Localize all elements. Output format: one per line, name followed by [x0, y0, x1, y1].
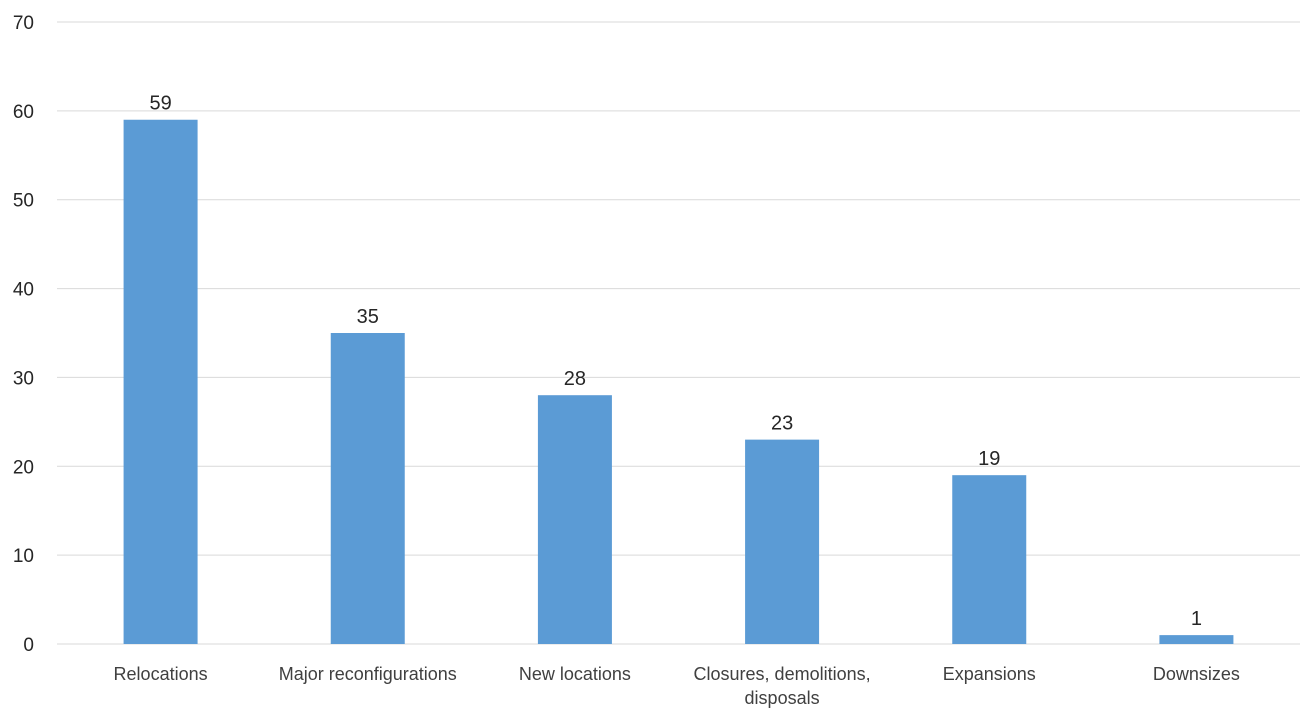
category-label: Expansions: [943, 664, 1036, 684]
x-axis-category-labels: Relocations Major reconfigurations New loc…: [114, 664, 1240, 708]
y-tick-label: 10: [13, 546, 34, 567]
bar: [330, 333, 405, 644]
data-label: 23: [771, 413, 793, 435]
y-tick-label: 30: [13, 368, 34, 389]
category-label: New locations: [519, 664, 631, 684]
bar: [537, 395, 612, 644]
category-label: Major reconfigurations: [279, 664, 457, 684]
data-label: 59: [149, 93, 171, 115]
y-axis-tick-labels: 0 10 20 30 40 50 60 70: [13, 13, 34, 656]
y-tick-label: 70: [13, 13, 34, 34]
data-label: 28: [564, 368, 586, 390]
y-tick-label: 20: [13, 457, 34, 478]
category-label: Closures, demolitions, disposals: [694, 664, 871, 708]
category-label: Relocations: [114, 664, 208, 684]
bar: [745, 439, 820, 644]
y-tick-label: 60: [13, 102, 34, 123]
gridlines: [57, 21, 1300, 645]
bar: [952, 475, 1027, 644]
category-label: Downsizes: [1153, 664, 1240, 684]
y-tick-label: 0: [23, 635, 34, 656]
y-tick-label: 50: [13, 191, 34, 212]
bars: [123, 119, 1234, 644]
bar: [1159, 635, 1234, 644]
data-label: 1: [1191, 608, 1202, 630]
data-label: 35: [357, 306, 379, 328]
bar: [123, 119, 198, 644]
y-tick-label: 40: [13, 280, 34, 301]
data-label: 19: [978, 448, 1000, 470]
data-labels: 59 35 28 23 19 1: [149, 93, 1202, 630]
